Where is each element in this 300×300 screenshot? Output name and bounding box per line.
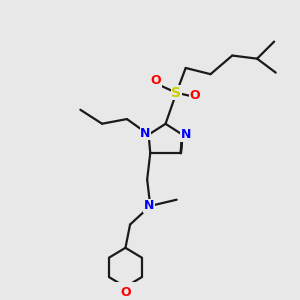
Text: O: O <box>150 74 161 87</box>
Text: S: S <box>171 86 182 100</box>
Text: N: N <box>140 127 151 140</box>
Text: N: N <box>181 128 191 141</box>
Text: O: O <box>120 286 131 299</box>
Text: N: N <box>143 200 154 212</box>
Text: O: O <box>190 89 200 102</box>
